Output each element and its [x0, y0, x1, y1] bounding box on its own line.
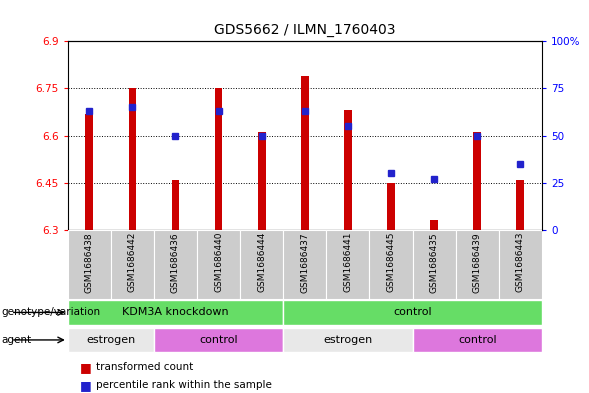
Text: KDM3A knockdown: KDM3A knockdown: [122, 307, 229, 318]
Text: GSM1686440: GSM1686440: [214, 232, 223, 292]
Text: control: control: [393, 307, 432, 318]
Text: estrogen: estrogen: [323, 335, 372, 345]
Bar: [344, 110, 352, 230]
Title: GDS5662 / ILMN_1760403: GDS5662 / ILMN_1760403: [214, 24, 396, 37]
Bar: [499, 230, 542, 299]
Bar: [68, 300, 283, 325]
Text: GSM1686443: GSM1686443: [516, 232, 525, 292]
Bar: [326, 230, 369, 299]
Bar: [369, 230, 412, 299]
Bar: [430, 220, 438, 230]
Bar: [128, 88, 136, 230]
Bar: [258, 132, 266, 230]
Text: ■: ■: [80, 378, 91, 392]
Text: control: control: [199, 335, 238, 345]
Bar: [387, 183, 395, 230]
Text: estrogen: estrogen: [86, 335, 135, 345]
Text: GSM1686439: GSM1686439: [473, 232, 482, 293]
Bar: [283, 230, 326, 299]
Text: GSM1686444: GSM1686444: [257, 232, 266, 292]
Text: GSM1686442: GSM1686442: [128, 232, 137, 292]
Text: transformed count: transformed count: [96, 362, 193, 373]
Bar: [197, 230, 240, 299]
Text: percentile rank within the sample: percentile rank within the sample: [96, 380, 272, 390]
Bar: [215, 88, 223, 230]
Bar: [85, 114, 93, 230]
Bar: [154, 230, 197, 299]
Bar: [456, 230, 499, 299]
Bar: [283, 300, 542, 325]
Bar: [412, 230, 456, 299]
Bar: [240, 230, 283, 299]
Bar: [412, 328, 542, 352]
Bar: [474, 132, 481, 230]
Bar: [68, 328, 154, 352]
Text: GSM1686441: GSM1686441: [343, 232, 352, 292]
Bar: [283, 328, 412, 352]
Bar: [111, 230, 154, 299]
Text: GSM1686438: GSM1686438: [85, 232, 94, 293]
Text: genotype/variation: genotype/variation: [2, 307, 101, 318]
Bar: [517, 180, 524, 230]
Text: GSM1686436: GSM1686436: [171, 232, 180, 293]
Text: control: control: [458, 335, 497, 345]
Text: ■: ■: [80, 361, 91, 374]
Text: GSM1686435: GSM1686435: [429, 232, 439, 293]
Text: GSM1686445: GSM1686445: [386, 232, 396, 292]
Bar: [68, 230, 111, 299]
Text: GSM1686437: GSM1686437: [300, 232, 309, 293]
Text: agent: agent: [2, 335, 32, 345]
Bar: [301, 76, 309, 230]
Bar: [154, 328, 283, 352]
Bar: [171, 180, 180, 230]
